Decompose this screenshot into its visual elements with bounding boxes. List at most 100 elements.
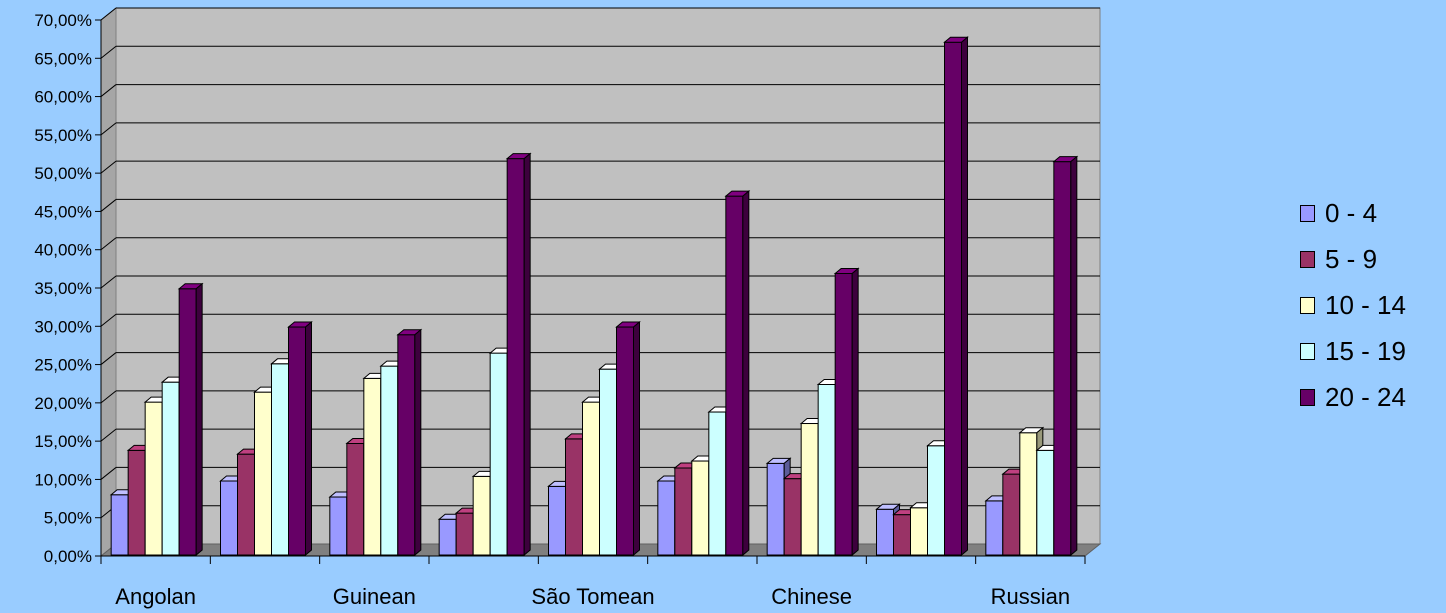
bar-front bbox=[616, 326, 634, 556]
bar-20-24-4 bbox=[615, 320, 641, 557]
bar-front bbox=[127, 449, 146, 556]
bar-side bbox=[1070, 155, 1078, 557]
grid-line-side bbox=[100, 84, 117, 97]
bar-front bbox=[254, 391, 272, 556]
bar-front bbox=[438, 518, 457, 556]
grid-line-side bbox=[100, 160, 117, 174]
grid-line-side bbox=[100, 45, 117, 59]
bar-front bbox=[178, 288, 197, 556]
bar-front bbox=[565, 438, 583, 556]
bar-front bbox=[346, 442, 365, 556]
bar-front bbox=[548, 485, 566, 556]
grid-line-side bbox=[100, 428, 117, 442]
x-category-label: São Tomean bbox=[531, 584, 654, 609]
bar-front bbox=[161, 381, 180, 556]
x-category-label: Angolan bbox=[115, 584, 196, 609]
bar-20-24-2 bbox=[396, 328, 423, 557]
y-tick-label: 15,00% bbox=[34, 432, 92, 451]
legend-label: 15 - 19 bbox=[1325, 335, 1406, 366]
legend-label: 0 - 4 bbox=[1325, 197, 1378, 228]
bar-front bbox=[910, 507, 928, 556]
bar-20-24-0 bbox=[177, 282, 204, 557]
x-category-label: Russian bbox=[991, 584, 1070, 609]
grid-line-side bbox=[100, 390, 117, 404]
legend-swatch bbox=[1300, 250, 1315, 268]
bar-20-24-7 bbox=[943, 36, 969, 557]
bar-front bbox=[674, 467, 693, 556]
bar-front bbox=[582, 401, 600, 556]
grid-line-side bbox=[100, 467, 117, 480]
bar-side bbox=[414, 328, 422, 557]
x-axis-category-labels: Angolan Guinean São Tomean Chinese Russian bbox=[115, 584, 1070, 609]
grid-line-side bbox=[100, 352, 117, 365]
bar-20-24-5 bbox=[724, 190, 751, 557]
bar-front bbox=[927, 445, 945, 556]
bar-front bbox=[725, 195, 744, 556]
bar-front bbox=[489, 352, 508, 556]
bar-20-24-3 bbox=[505, 152, 532, 557]
y-tick-label: 50,00% bbox=[34, 164, 92, 183]
y-tick-label: 45,00% bbox=[34, 202, 92, 221]
grid-line-side bbox=[100, 275, 117, 289]
bar-front bbox=[834, 272, 853, 556]
bar-side bbox=[742, 190, 750, 557]
legend-item-15-19: 15 - 19 bbox=[1300, 328, 1406, 374]
legend-swatch bbox=[1300, 388, 1315, 406]
legend-label: 5 - 9 bbox=[1325, 243, 1378, 274]
bar-front bbox=[817, 383, 836, 556]
bar-side bbox=[305, 320, 312, 557]
bar-front bbox=[363, 377, 382, 556]
axes bbox=[100, 20, 1086, 564]
legend-swatch bbox=[1300, 204, 1315, 222]
bar-front bbox=[783, 478, 802, 556]
grid-line-side bbox=[100, 122, 117, 136]
y-tick-label: 65,00% bbox=[34, 49, 92, 68]
bar-side bbox=[523, 152, 531, 557]
bar-front bbox=[876, 508, 894, 556]
bar-front bbox=[271, 363, 289, 556]
bar-side bbox=[195, 282, 203, 557]
grid-line-side bbox=[100, 199, 117, 212]
y-tick-label: 35,00% bbox=[34, 279, 92, 298]
bar-20-24-6 bbox=[833, 267, 860, 557]
y-tick-label: 70,00% bbox=[34, 11, 92, 30]
y-tick-label: 60,00% bbox=[34, 88, 92, 107]
legend-label: 10 - 14 bbox=[1325, 289, 1406, 320]
bar-front bbox=[220, 480, 238, 556]
y-tick-label: 0,00% bbox=[44, 547, 92, 566]
grid-line-side bbox=[100, 7, 117, 21]
legend-swatch bbox=[1300, 342, 1315, 360]
y-tick-label: 20,00% bbox=[34, 394, 92, 413]
bar-front bbox=[397, 334, 416, 556]
bar-side bbox=[633, 320, 640, 557]
bar-front bbox=[800, 423, 819, 556]
grid-line-side bbox=[100, 237, 117, 251]
bar-front bbox=[455, 512, 474, 556]
x-category-label: Guinean bbox=[333, 584, 416, 609]
bar-front bbox=[766, 462, 785, 556]
y-axis-tick-labels: 0,00% 5,00% 10,00% 15,00% 20,00% 25,00% 30,00%… bbox=[34, 11, 92, 566]
bar-side bbox=[851, 267, 859, 557]
bar-side bbox=[961, 36, 968, 557]
bar-front bbox=[144, 401, 163, 556]
legend-swatch bbox=[1300, 296, 1315, 314]
legend-item-10-14: 10 - 14 bbox=[1300, 282, 1406, 328]
bar-front bbox=[944, 41, 962, 556]
bar-front bbox=[380, 365, 399, 556]
bar-20-24-1 bbox=[287, 320, 313, 557]
bar-front bbox=[288, 326, 306, 556]
legend-item-20-24: 20 - 24 bbox=[1300, 374, 1406, 420]
bar-front bbox=[599, 368, 617, 556]
bar-front bbox=[472, 475, 491, 556]
bar-front bbox=[985, 500, 1004, 556]
legend-item-0-4: 0 - 4 bbox=[1300, 190, 1406, 236]
bar-front bbox=[1036, 449, 1055, 556]
bar-front bbox=[691, 460, 710, 556]
legend-label: 20 - 24 bbox=[1325, 381, 1406, 412]
bar-front bbox=[1002, 473, 1021, 556]
bar-front bbox=[506, 158, 525, 556]
bar-front bbox=[1019, 432, 1038, 556]
y-tick-label: 25,00% bbox=[34, 356, 92, 375]
y-tick-label: 10,00% bbox=[34, 470, 92, 489]
